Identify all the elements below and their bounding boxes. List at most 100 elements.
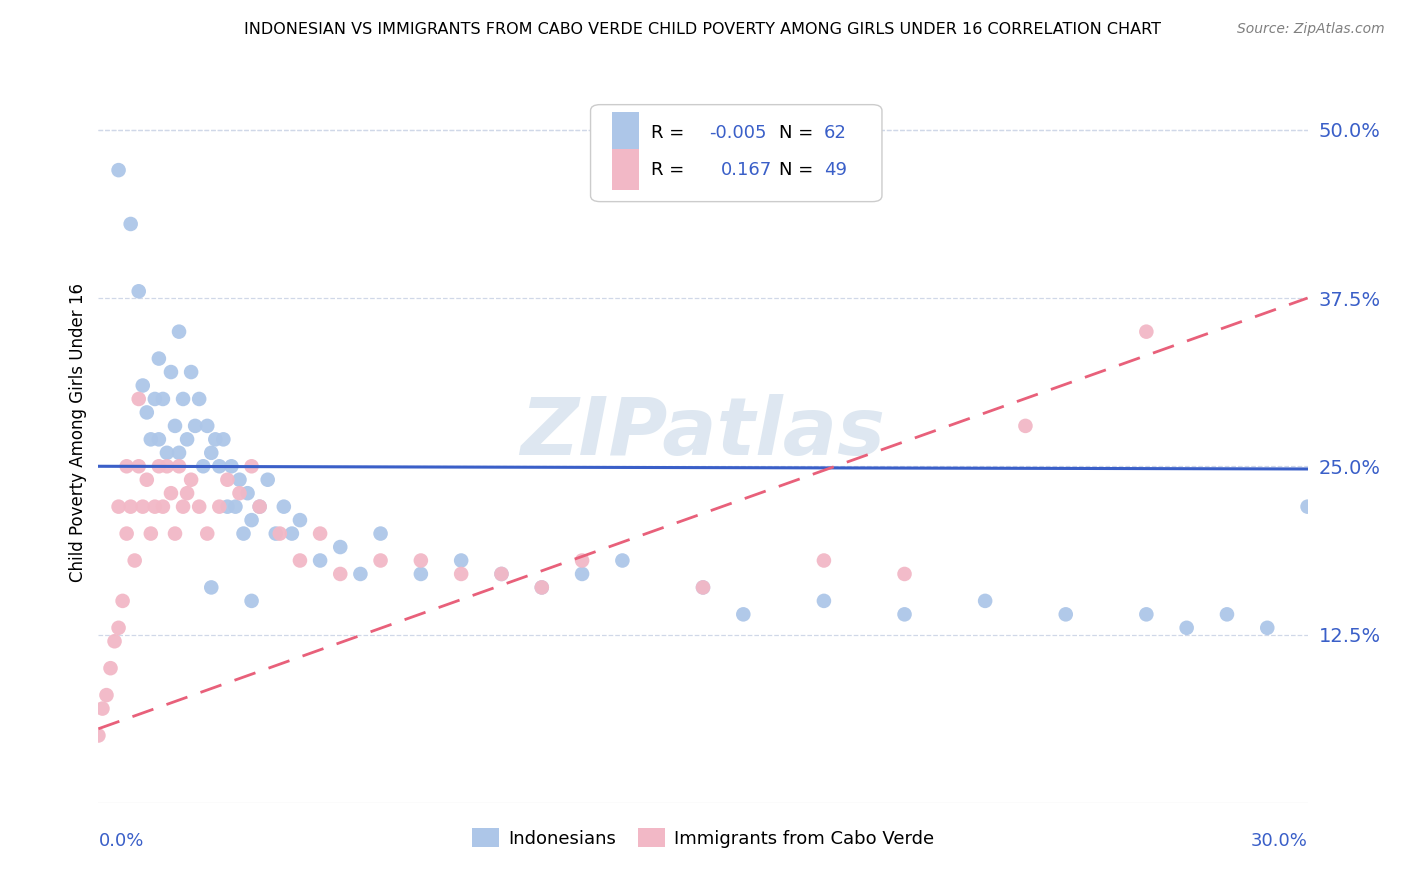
Point xyxy=(1216,607,1239,622)
Point xyxy=(221,459,243,474)
Point xyxy=(107,163,129,178)
Point xyxy=(132,500,155,514)
Point xyxy=(217,500,239,514)
Point xyxy=(156,459,179,474)
Point xyxy=(1135,325,1157,339)
Point xyxy=(273,500,295,514)
Point xyxy=(256,473,278,487)
Point xyxy=(180,473,202,487)
Point xyxy=(163,526,186,541)
Point xyxy=(135,473,157,487)
Point xyxy=(128,285,150,299)
Point xyxy=(148,433,170,447)
Text: 49: 49 xyxy=(824,161,846,178)
Point xyxy=(1256,621,1278,635)
Point xyxy=(188,392,211,406)
Point xyxy=(692,581,714,595)
Point xyxy=(115,459,138,474)
Point xyxy=(288,513,311,527)
Point xyxy=(195,418,218,433)
Text: R =: R = xyxy=(651,124,690,142)
Point xyxy=(692,581,714,595)
Point xyxy=(120,217,142,231)
Point xyxy=(612,553,634,567)
Point xyxy=(208,459,231,474)
Text: 0.0%: 0.0% xyxy=(98,832,143,850)
Point xyxy=(172,392,194,406)
Text: ZIPatlas: ZIPatlas xyxy=(520,393,886,472)
Point xyxy=(143,392,166,406)
Point xyxy=(1175,621,1198,635)
Point xyxy=(135,405,157,419)
Point xyxy=(152,392,174,406)
Point xyxy=(491,566,513,581)
Point xyxy=(269,526,291,541)
Point xyxy=(236,486,259,500)
Point xyxy=(96,688,118,702)
Point xyxy=(128,459,150,474)
Point xyxy=(184,418,207,433)
Point xyxy=(224,500,246,514)
Point xyxy=(111,594,134,608)
Point xyxy=(87,729,110,743)
Point xyxy=(228,486,250,500)
Point xyxy=(409,566,432,581)
Text: 30.0%: 30.0% xyxy=(1251,832,1308,850)
Point xyxy=(309,526,332,541)
Point xyxy=(450,553,472,567)
Text: N =: N = xyxy=(779,124,820,142)
Text: Source: ZipAtlas.com: Source: ZipAtlas.com xyxy=(1237,22,1385,37)
Point xyxy=(139,526,162,541)
Point xyxy=(120,500,142,514)
Point xyxy=(167,325,190,339)
Point xyxy=(240,594,263,608)
Point xyxy=(128,392,150,406)
Point xyxy=(1054,607,1077,622)
Text: INDONESIAN VS IMMIGRANTS FROM CABO VERDE CHILD POVERTY AMONG GIRLS UNDER 16 CORR: INDONESIAN VS IMMIGRANTS FROM CABO VERDE… xyxy=(245,22,1161,37)
Point xyxy=(813,594,835,608)
Point xyxy=(167,459,190,474)
Text: 0.167: 0.167 xyxy=(721,161,772,178)
Point xyxy=(264,526,287,541)
Point xyxy=(893,607,915,622)
Point xyxy=(115,526,138,541)
Point xyxy=(450,566,472,581)
Point xyxy=(132,378,155,392)
Point xyxy=(813,553,835,567)
Point xyxy=(893,566,915,581)
Point xyxy=(409,553,432,567)
Point xyxy=(180,365,202,379)
Point xyxy=(107,621,129,635)
Point xyxy=(100,661,122,675)
Point xyxy=(1135,607,1157,622)
Point xyxy=(1296,500,1319,514)
Point xyxy=(160,365,183,379)
Point xyxy=(370,553,392,567)
Point xyxy=(349,566,371,581)
Point xyxy=(571,553,593,567)
Point xyxy=(124,553,146,567)
Point xyxy=(107,500,129,514)
Point xyxy=(288,553,311,567)
Point xyxy=(188,500,211,514)
Point xyxy=(176,486,198,500)
Point xyxy=(143,500,166,514)
Point xyxy=(228,473,250,487)
Point xyxy=(974,594,997,608)
Point xyxy=(148,351,170,366)
Point xyxy=(172,500,194,514)
Point xyxy=(370,526,392,541)
Point xyxy=(160,486,183,500)
Point xyxy=(167,446,190,460)
Y-axis label: Child Poverty Among Girls Under 16: Child Poverty Among Girls Under 16 xyxy=(69,283,87,582)
Point xyxy=(148,459,170,474)
Point xyxy=(240,459,263,474)
Point xyxy=(249,500,271,514)
Point xyxy=(139,433,162,447)
Point xyxy=(176,433,198,447)
Point xyxy=(200,581,222,595)
Point xyxy=(204,433,226,447)
Point xyxy=(91,701,114,715)
Point xyxy=(208,500,231,514)
Point xyxy=(103,634,125,648)
